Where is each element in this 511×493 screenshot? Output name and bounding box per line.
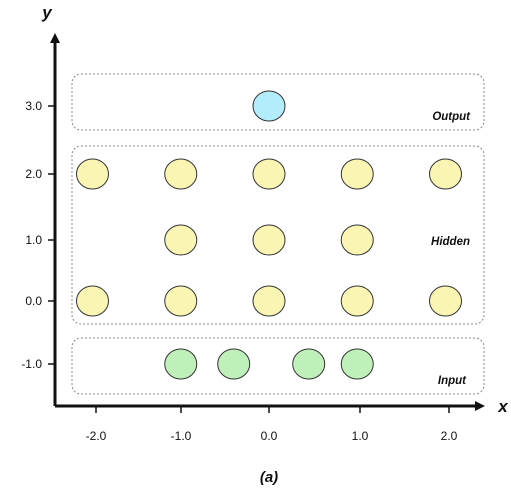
input-node [164,348,198,380]
output-node [252,90,286,122]
hidden-node [429,158,462,190]
input-group-box [71,337,485,395]
hidden-node [164,285,198,317]
hidden-node [340,158,374,190]
input-node [340,348,374,380]
hidden-group-box [71,145,485,325]
figure-caption: (a) [260,469,278,486]
input-node [292,348,326,380]
hidden-node [164,158,198,190]
hidden-node [252,158,286,190]
output-group-label: Output [432,111,471,123]
x-tick-label: 2.0 [441,429,458,443]
input-group-label: Input [438,375,467,387]
hidden-node [429,285,462,317]
hidden-node [340,224,374,256]
x-tick-label: -1.0 [171,429,192,443]
hidden-node [164,224,198,256]
x-tick-label: 0.0 [261,429,278,443]
x-tick-label: 1.0 [352,429,369,443]
y-tick-label: 2.0 [25,167,42,181]
hidden-node [252,285,286,317]
input-node [217,348,251,380]
node-layer [76,90,462,380]
hidden-node [76,285,109,317]
hidden-group-label: Hidden [431,236,470,248]
y-tick-label: 3.0 [25,99,42,113]
hidden-node [76,158,109,190]
y-tick-label: 0.0 [25,294,42,308]
hidden-node [252,224,286,256]
x-tick-label: -2.0 [86,429,107,443]
x-axis-label: x [497,397,509,416]
y-axis-label: y [41,3,53,22]
output-group-box [71,73,485,131]
y-tick-label: 1.0 [25,233,42,247]
hidden-node [340,285,374,317]
y-tick-label: -1.0 [21,357,42,371]
